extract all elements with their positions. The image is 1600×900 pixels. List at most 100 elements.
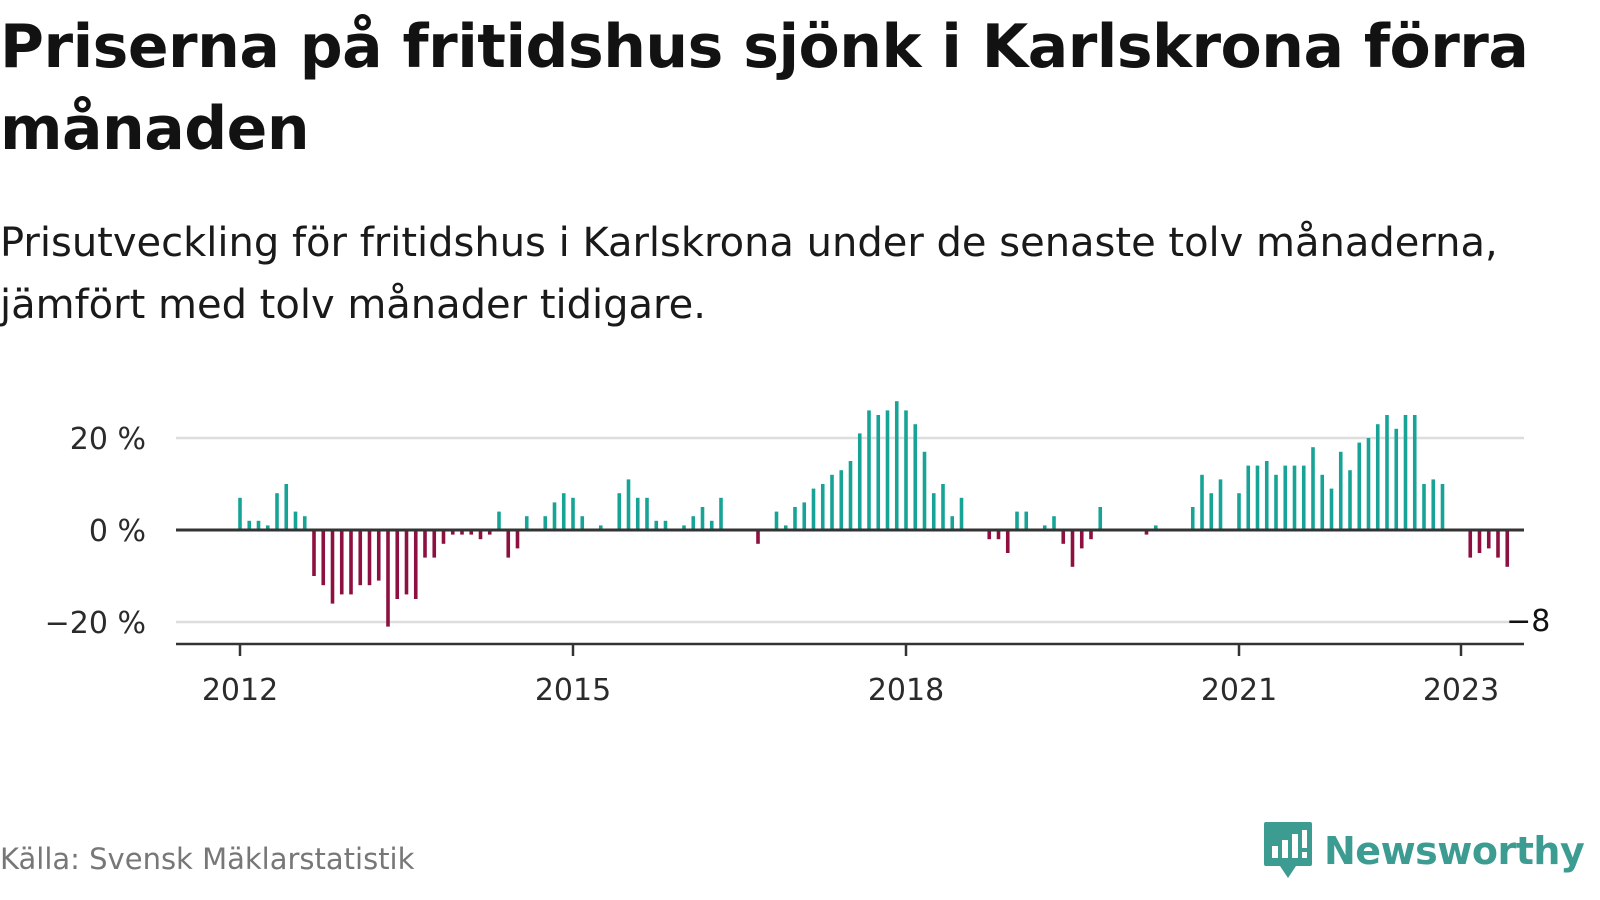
- bar: [756, 530, 760, 544]
- bar: [1301, 465, 1306, 530]
- bar: [524, 516, 529, 530]
- bar: [238, 497, 242, 530]
- bar: [654, 520, 659, 530]
- bar: [959, 497, 964, 530]
- bar: [802, 502, 807, 530]
- source-note: Källa: Svensk Mäklarstatistik: [0, 842, 415, 876]
- brand-logo[interactable]: Newsworthy: [1262, 820, 1585, 882]
- bar: [1005, 530, 1010, 553]
- bar: [950, 516, 955, 530]
- bar: [1477, 530, 1482, 553]
- bar: [922, 451, 927, 530]
- bar: [876, 415, 881, 530]
- bar: [857, 433, 862, 530]
- bar: [265, 525, 270, 530]
- bar: [1061, 530, 1066, 544]
- bar: [1486, 530, 1491, 549]
- bar: [386, 530, 390, 627]
- bar: [626, 479, 631, 530]
- bar: [1070, 530, 1075, 567]
- end-value-label: −8 %: [1506, 604, 1560, 639]
- bar: [367, 530, 372, 586]
- bar: [1283, 465, 1288, 530]
- bar: [1422, 484, 1426, 530]
- bar: [1274, 474, 1278, 530]
- bar: [848, 461, 853, 530]
- bar: [719, 497, 723, 530]
- bar: [663, 520, 668, 530]
- y-tick-label: 20 %: [70, 422, 146, 457]
- bar: [580, 516, 585, 530]
- bar: [867, 410, 871, 530]
- bar: [1015, 511, 1019, 530]
- bar: [284, 484, 289, 530]
- bar: [1412, 415, 1417, 530]
- x-tick-label: 2021: [1201, 673, 1277, 708]
- bar: [1357, 442, 1362, 530]
- bar: [1320, 474, 1325, 530]
- bar: [441, 530, 446, 544]
- bar: [1468, 530, 1473, 558]
- bar: [339, 530, 344, 595]
- bar: [682, 525, 686, 530]
- y-tick-label: −20 %: [45, 606, 146, 641]
- bar: [423, 530, 427, 558]
- bar: [543, 516, 548, 530]
- bar: [1440, 484, 1445, 530]
- brand-name: Newsworthy: [1324, 829, 1585, 873]
- bar: [432, 530, 437, 558]
- bar: [1237, 493, 1241, 530]
- bar: [1052, 516, 1056, 530]
- bar: [1089, 530, 1093, 540]
- bar: [691, 516, 696, 530]
- bar: [469, 530, 474, 535]
- bar: [487, 530, 492, 535]
- chart-subtitle: Prisutveckling för fritidshus i Karlskro…: [0, 220, 1498, 328]
- bar: [617, 493, 622, 530]
- bar: [1403, 415, 1408, 530]
- x-tick-label: 2023: [1423, 673, 1499, 708]
- bar: [885, 410, 890, 530]
- bar: [1255, 465, 1260, 530]
- bar: [497, 511, 501, 530]
- bar: [830, 474, 834, 530]
- bar-chart: 20 % 0 % −20 % 2012 2015 2018 2021 2023−8 %: [45, 401, 1560, 708]
- bar: [460, 530, 464, 535]
- bar: [598, 525, 603, 530]
- bar: [376, 530, 381, 581]
- bar: [709, 520, 714, 530]
- bar: [987, 530, 992, 540]
- bar: [700, 507, 705, 530]
- bar: [302, 516, 307, 530]
- bar: [247, 520, 252, 530]
- bar: [894, 401, 899, 530]
- bar: [552, 502, 557, 530]
- bar: [395, 530, 400, 599]
- chart-title: Priserna på fritidshus sjönk i Karlskron…: [0, 12, 1529, 164]
- bar: [275, 493, 279, 530]
- bar: [413, 530, 418, 599]
- bar: [1190, 507, 1195, 530]
- bar: [811, 488, 816, 530]
- bar: [450, 530, 455, 535]
- bar: [1098, 507, 1103, 530]
- bar: [1394, 428, 1399, 530]
- bar: [1079, 530, 1084, 549]
- bar: [256, 520, 261, 530]
- bar: [1218, 479, 1223, 530]
- bar: [635, 497, 640, 530]
- bar: [312, 530, 316, 576]
- x-tick-label: 2012: [202, 673, 278, 708]
- bar: [1329, 488, 1334, 530]
- bar: [1348, 470, 1352, 530]
- bar: [506, 530, 511, 558]
- bar: [904, 410, 908, 530]
- bar: [839, 470, 844, 530]
- bar: [1375, 424, 1380, 530]
- bar: [645, 497, 649, 530]
- bar: [1024, 511, 1029, 530]
- bar: [1338, 451, 1343, 530]
- label-layer: 20 % 0 % −20 % 2012 2015 2018 2021 2023−8 %: [45, 422, 1560, 708]
- bar: [1200, 474, 1204, 530]
- y-tick-label: 0 %: [89, 514, 146, 549]
